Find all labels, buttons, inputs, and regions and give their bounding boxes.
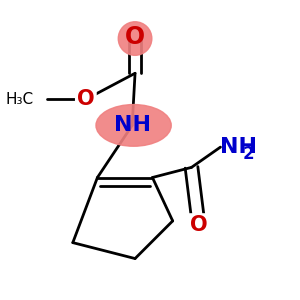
Text: O: O [125,25,145,49]
Circle shape [118,22,152,55]
Text: 2: 2 [243,145,255,163]
Text: H₃C: H₃C [6,92,34,107]
Text: O: O [77,89,95,109]
Text: NH: NH [220,137,257,157]
Text: O: O [190,215,208,235]
Ellipse shape [96,105,171,146]
Text: NH: NH [114,116,151,135]
